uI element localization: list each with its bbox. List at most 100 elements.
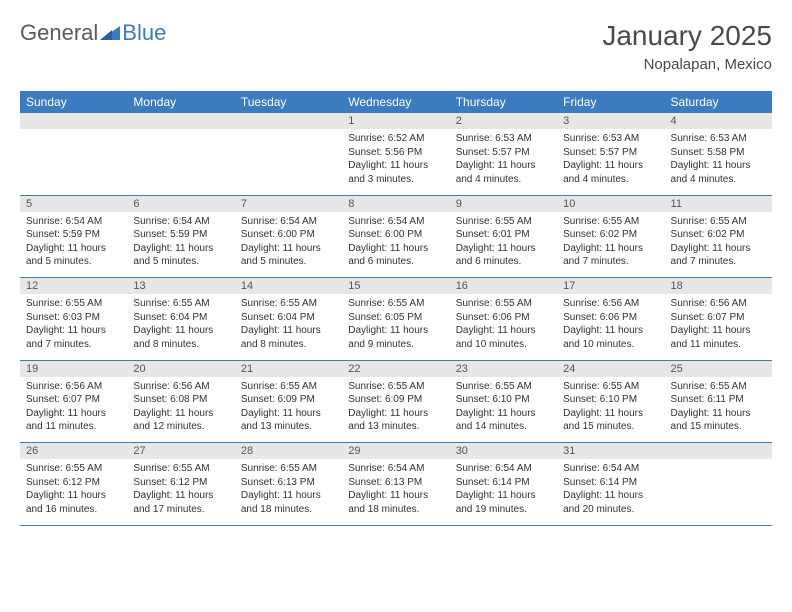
- day-content-cell: [20, 129, 127, 195]
- sunset-line: Sunset: 5:56 PM: [348, 146, 443, 160]
- sunset-line: Sunset: 6:14 PM: [456, 476, 551, 490]
- sunset-line: Sunset: 6:10 PM: [563, 393, 658, 407]
- brand-triangle-icon: [100, 26, 120, 40]
- day-content-row: Sunrise: 6:52 AMSunset: 5:56 PM Daylight:…: [20, 129, 772, 195]
- day-number-cell: 21: [235, 360, 342, 377]
- day-content-cell: Sunrise: 6:54 AMSunset: 6:00 PMDaylight:…: [342, 212, 449, 278]
- sunrise-line: Sunrise: 6:55 AM: [456, 380, 551, 394]
- brand-part2: Blue: [122, 20, 166, 46]
- day-number-cell: 25: [665, 360, 772, 377]
- day-number-cell: 3: [557, 113, 664, 129]
- daylight-line: Daylight: 11 hours and 7 minutes.: [671, 242, 766, 269]
- sunrise-line: Sunrise: 6:55 AM: [133, 462, 228, 476]
- sunset-line: Sunset: 6:04 PM: [241, 311, 336, 325]
- day-number-cell: 24: [557, 360, 664, 377]
- day-content-cell: Sunrise: 6:56 AMSunset: 6:08 PMDaylight:…: [127, 377, 234, 443]
- sunrise-line: Sunrise: 6:54 AM: [348, 215, 443, 229]
- weekday-header: Sunday: [20, 91, 127, 113]
- sunset-line: Sunset: 6:03 PM: [26, 311, 121, 325]
- weekday-header: Friday: [557, 91, 664, 113]
- sunset-line: Sunset: 5:57 PM: [456, 146, 551, 160]
- day-content-cell: Sunrise: 6:56 AMSunset: 6:07 PMDaylight:…: [20, 377, 127, 443]
- day-content-cell: Sunrise: 6:55 AMSunset: 6:09 PMDaylight:…: [235, 377, 342, 443]
- daylight-line: Daylight: 11 hours and 13 minutes.: [241, 407, 336, 434]
- day-content-row: Sunrise: 6:54 AMSunset: 5:59 PMDaylight:…: [20, 212, 772, 278]
- day-number-cell: 10: [557, 195, 664, 212]
- day-number-cell: 2: [450, 113, 557, 129]
- day-number-cell: [665, 443, 772, 460]
- day-number-cell: 6: [127, 195, 234, 212]
- calendar-body: 1234 Sunrise: 6:52 AMSunset: 5:56 PM Dayli…: [20, 113, 772, 525]
- sunset-line: Sunset: 6:07 PM: [26, 393, 121, 407]
- daylight-line: Daylight: 11 hours and 12 minutes.: [133, 407, 228, 434]
- daylight-line: Daylight: 11 hours and 18 minutes.: [348, 489, 443, 516]
- daylight-line: Daylight: 11 hours and 5 minutes.: [241, 242, 336, 269]
- sunrise-line: Sunrise: 6:52 AM: [348, 132, 443, 146]
- sunrise-line: Sunrise: 6:54 AM: [348, 462, 443, 476]
- sunrise-line: Sunrise: 6:53 AM: [456, 132, 551, 146]
- daylight-line: Daylight: 11 hours and 15 minutes.: [671, 407, 766, 434]
- day-content-cell: Sunrise: 6:55 AMSunset: 6:10 PMDaylight:…: [557, 377, 664, 443]
- daylight-line: Daylight: 11 hours and 4 minutes.: [671, 159, 766, 186]
- daylight-line: Daylight: 11 hours and 8 minutes.: [133, 324, 228, 351]
- day-content-cell: Sunrise: 6:55 AMSunset: 6:01 PMDaylight:…: [450, 212, 557, 278]
- weekday-header: Monday: [127, 91, 234, 113]
- sunrise-line: Sunrise: 6:56 AM: [26, 380, 121, 394]
- calendar-table: SundayMondayTuesdayWednesdayThursdayFrid…: [20, 91, 772, 526]
- title-block: January 2025 Nopalapan, Mexico: [602, 20, 772, 73]
- sunset-line: Sunset: 6:13 PM: [241, 476, 336, 490]
- day-number-cell: 7: [235, 195, 342, 212]
- sunrise-line: Sunrise: 6:56 AM: [563, 297, 658, 311]
- day-content-cell: Sunrise: 6:52 AMSunset: 5:56 PMDaylight:…: [342, 129, 449, 195]
- daylight-line: Daylight: 11 hours and 10 minutes.: [563, 324, 658, 351]
- daylight-line: Daylight: 11 hours and 18 minutes.: [241, 489, 336, 516]
- day-number-cell: 16: [450, 278, 557, 295]
- sunrise-line: Sunrise: 6:54 AM: [241, 215, 336, 229]
- sunrise-line: Sunrise: 6:55 AM: [241, 297, 336, 311]
- location: Nopalapan, Mexico: [602, 56, 772, 73]
- sunset-line: Sunset: 6:07 PM: [671, 311, 766, 325]
- sunset-line: Sunset: 6:12 PM: [133, 476, 228, 490]
- day-number-cell: [235, 113, 342, 129]
- daylight-line: Daylight: 11 hours and 6 minutes.: [348, 242, 443, 269]
- day-content-cell: Sunrise: 6:56 AMSunset: 6:06 PMDaylight:…: [557, 294, 664, 360]
- day-content-cell: Sunrise: 6:54 AMSunset: 6:14 PMDaylight:…: [450, 459, 557, 525]
- day-number-cell: 15: [342, 278, 449, 295]
- sunset-line: Sunset: 6:02 PM: [563, 228, 658, 242]
- day-number-cell: 17: [557, 278, 664, 295]
- sunset-line: Sunset: 5:57 PM: [563, 146, 658, 160]
- day-number-cell: 20: [127, 360, 234, 377]
- day-content-row: Sunrise: 6:55 AMSunset: 6:03 PMDaylight:…: [20, 294, 772, 360]
- daylight-line: Daylight: 11 hours and 14 minutes.: [456, 407, 551, 434]
- day-number-cell: 28: [235, 443, 342, 460]
- day-number-cell: 9: [450, 195, 557, 212]
- daylight-line: Daylight: 11 hours and 11 minutes.: [26, 407, 121, 434]
- sunrise-line: Sunrise: 6:55 AM: [348, 380, 443, 394]
- sunrise-line: Sunrise: 6:53 AM: [563, 132, 658, 146]
- day-content-cell: Sunrise: 6:53 AMSunset: 5:57 PMDaylight:…: [557, 129, 664, 195]
- weekday-header: Saturday: [665, 91, 772, 113]
- sunrise-line: Sunrise: 6:55 AM: [26, 297, 121, 311]
- weekday-header: Wednesday: [342, 91, 449, 113]
- sunset-line: Sunset: 5:58 PM: [671, 146, 766, 160]
- daylight-line: Daylight: 11 hours and 5 minutes.: [133, 242, 228, 269]
- day-number-cell: 13: [127, 278, 234, 295]
- day-content-cell: Sunrise: 6:55 AMSunset: 6:11 PMDaylight:…: [665, 377, 772, 443]
- daylight-line: Daylight: 11 hours and 4 minutes.: [456, 159, 551, 186]
- day-number-row: 1234: [20, 113, 772, 129]
- day-content-cell: Sunrise: 6:55 AMSunset: 6:04 PMDaylight:…: [235, 294, 342, 360]
- sunrise-line: Sunrise: 6:54 AM: [563, 462, 658, 476]
- daylight-line: Daylight: 11 hours and 7 minutes.: [26, 324, 121, 351]
- day-number-cell: 4: [665, 113, 772, 129]
- sunrise-line: Sunrise: 6:55 AM: [671, 380, 766, 394]
- brand-part1: General: [20, 20, 98, 46]
- day-number-row: 262728293031: [20, 443, 772, 460]
- sunset-line: Sunset: 6:08 PM: [133, 393, 228, 407]
- day-content-cell: Sunrise: 6:55 AMSunset: 6:02 PMDaylight:…: [557, 212, 664, 278]
- sunrise-line: Sunrise: 6:55 AM: [133, 297, 228, 311]
- day-content-row: Sunrise: 6:56 AMSunset: 6:07 PMDaylight:…: [20, 377, 772, 443]
- day-content-cell: Sunrise: 6:55 AMSunset: 6:05 PMDaylight:…: [342, 294, 449, 360]
- day-number-cell: 30: [450, 443, 557, 460]
- sunset-line: Sunset: 6:13 PM: [348, 476, 443, 490]
- sunset-line: Sunset: 6:00 PM: [241, 228, 336, 242]
